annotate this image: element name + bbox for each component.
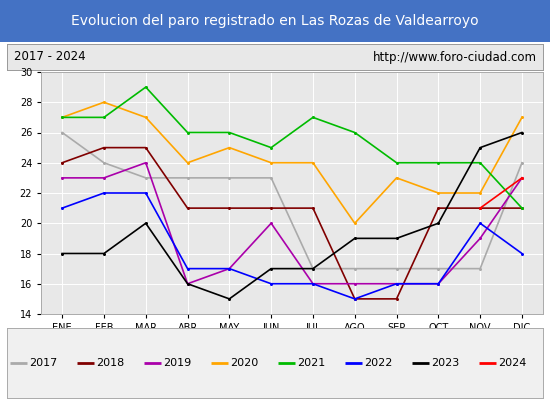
Text: 2024: 2024 — [498, 358, 526, 368]
Text: 2022: 2022 — [364, 358, 393, 368]
Text: Evolucion del paro registrado en Las Rozas de Valdearroyo: Evolucion del paro registrado en Las Roz… — [71, 14, 479, 28]
Text: 2020: 2020 — [230, 358, 258, 368]
Text: 2021: 2021 — [297, 358, 326, 368]
Text: 2023: 2023 — [431, 358, 459, 368]
Text: 2017: 2017 — [29, 358, 58, 368]
Text: 2017 - 2024: 2017 - 2024 — [14, 50, 85, 64]
Text: http://www.foro-ciudad.com: http://www.foro-ciudad.com — [372, 50, 536, 64]
Text: 2019: 2019 — [163, 358, 191, 368]
Text: 2018: 2018 — [96, 358, 124, 368]
